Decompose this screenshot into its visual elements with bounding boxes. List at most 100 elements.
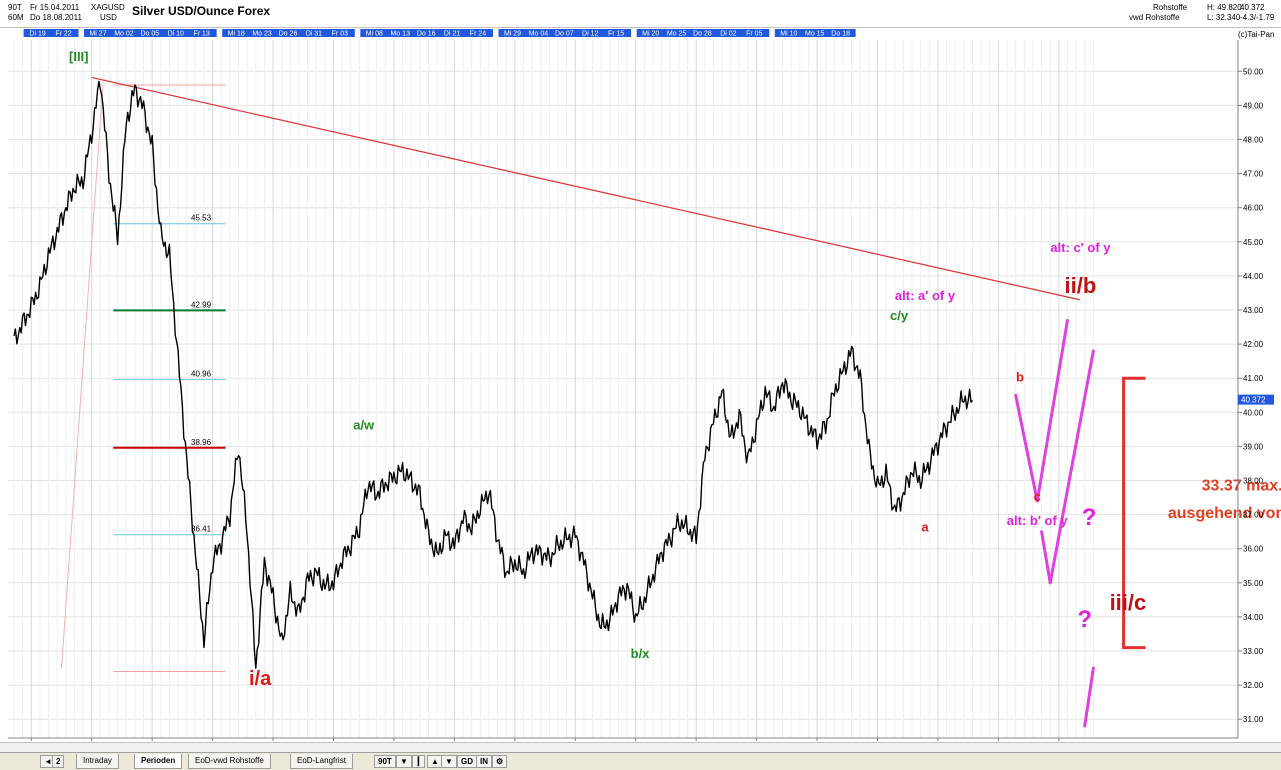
day-label-text: Do 05 xyxy=(140,31,159,38)
day-label: Do 28 xyxy=(688,29,718,38)
settings-icon[interactable]: ⚙ xyxy=(492,755,508,768)
day-label-bg xyxy=(84,29,114,37)
wave-label: a xyxy=(921,520,929,535)
day-label: Di 31 xyxy=(299,29,329,38)
chart-background xyxy=(0,28,1281,742)
scale-down-icon[interactable]: ▼ xyxy=(441,755,457,768)
y-tick-label: 47.00 xyxy=(1243,170,1264,179)
day-label: Do 05 xyxy=(135,29,165,38)
day-label: Do 18 xyxy=(826,29,856,38)
day-label-bg xyxy=(826,29,856,37)
page-indicator[interactable]: 2 xyxy=(52,755,65,768)
y-tick-label: 43.00 xyxy=(1243,306,1264,315)
fib-level-label: 42.99 xyxy=(191,300,212,309)
day-label-bg xyxy=(800,29,830,37)
fib-anchor-line xyxy=(60,84,104,669)
day-label: Fr 03 xyxy=(325,29,355,38)
high-value: H: 49.820 xyxy=(1207,3,1242,12)
day-label-text: Di 19 xyxy=(29,31,45,38)
day-label-text: Di 12 xyxy=(582,31,598,38)
day-label-bg xyxy=(740,29,770,37)
day-label-text: Fr 13 xyxy=(193,31,209,38)
projection-line xyxy=(1048,349,1095,585)
day-label: Fr 22 xyxy=(49,29,79,38)
day-label-text: Mo 23 xyxy=(252,31,272,38)
day-label-text: Mi 10 xyxy=(780,31,797,38)
day-label-bg xyxy=(161,29,191,37)
day-label-text: Fr 24 xyxy=(470,31,486,38)
day-label: Mo 13 xyxy=(386,29,416,38)
wave-label: 33.37 max. c xyxy=(1202,478,1281,495)
wave-label: alt: c' of y xyxy=(1050,240,1111,255)
y-tick-label: 37.00 xyxy=(1243,511,1264,520)
day-label: Mi 18 xyxy=(222,29,252,38)
y-tick-label: 36.00 xyxy=(1243,545,1264,554)
y-tick-label: 32.00 xyxy=(1243,681,1264,690)
date-1: Fr 15.04.2011 xyxy=(30,3,80,12)
date-2: Do 18.08.2011 xyxy=(30,13,82,22)
fib-level-label: 40.96 xyxy=(191,370,212,379)
wave-label: alt: b' of y xyxy=(1007,513,1069,528)
day-label-bg xyxy=(187,29,217,37)
tab-eod-langfrist[interactable]: EoD-Langfrist xyxy=(290,754,353,769)
wave-label: iii/c xyxy=(1110,590,1147,615)
day-label: Fr 05 xyxy=(740,29,770,38)
projection-line xyxy=(1083,666,1095,728)
day-label-bg xyxy=(576,29,606,37)
day-label-bg xyxy=(248,29,278,37)
wave-label: c xyxy=(1034,489,1041,504)
resistance-trendline xyxy=(91,76,1080,301)
day-label-text: Mi 08 xyxy=(366,31,383,38)
day-label: Fr 15 xyxy=(602,29,632,38)
day-label-bg xyxy=(23,29,53,37)
day-label-bg xyxy=(325,29,355,37)
price-line xyxy=(13,80,974,669)
day-label: Di 02 xyxy=(714,29,744,38)
tab-perioden[interactable]: Perioden xyxy=(134,754,183,769)
day-label-text: Mo 13 xyxy=(391,31,411,38)
day-label-text: Do 26 xyxy=(279,31,298,38)
day-label-text: Mo 04 xyxy=(529,31,549,38)
day-label-text: Do 16 xyxy=(417,31,436,38)
fib-level-label: 38.96 xyxy=(191,438,212,447)
day-label: Do 26 xyxy=(274,29,304,38)
day-label-text: Mi 29 xyxy=(504,31,521,38)
wave-label: b/x xyxy=(631,646,651,661)
in-button[interactable]: IN xyxy=(476,755,492,768)
day-label-text: Di 10 xyxy=(168,31,184,38)
data-source: vwd Rohstoffe xyxy=(1129,13,1180,22)
wave-label: a/w xyxy=(353,417,375,432)
day-label-text: Mi 20 xyxy=(642,31,659,38)
period-select[interactable]: 90T xyxy=(374,755,396,768)
day-label-bg xyxy=(412,29,442,37)
tab-intraday[interactable]: Intraday xyxy=(76,754,119,769)
day-label-bg xyxy=(49,29,79,37)
horizontal-scrollbar[interactable] xyxy=(0,742,1281,752)
day-label-bg xyxy=(688,29,718,37)
day-label-text: Do 28 xyxy=(693,31,712,38)
day-label-text: Fr 05 xyxy=(746,31,762,38)
day-label: Mi 20 xyxy=(636,29,666,38)
low-value: L: 32.340 xyxy=(1207,13,1241,22)
dropdown-arrow-icon[interactable]: ▼ xyxy=(396,755,412,768)
projection-line xyxy=(1014,393,1039,503)
wave-label: c/y xyxy=(890,308,909,323)
day-label-bg xyxy=(274,29,304,37)
day-label-bg xyxy=(636,29,666,37)
day-label-bg xyxy=(602,29,632,37)
gd-button[interactable]: GD xyxy=(457,755,477,768)
y-tick-label: 44.00 xyxy=(1243,272,1264,281)
day-label-text: Mo 15 xyxy=(805,31,825,38)
wave-annotations: [III] i/a a/w b/x c/y alt: a' of y alt: c' of … xyxy=(69,49,1281,690)
nav-back-icon[interactable]: ◄ xyxy=(40,755,56,768)
price-chart[interactable]: Di 19 Fr 22 Mi 27 Mo 02 Do 05 Di 10 Fr 13 Mi 18… xyxy=(0,0,1281,742)
day-label-bg xyxy=(662,29,692,37)
y-tick-label: 40.00 xyxy=(1243,408,1264,417)
tab-eod-vwd[interactable]: EoD-vwd Rohstoffe xyxy=(188,754,271,769)
day-label-bg xyxy=(714,29,744,37)
day-label-text: Fr 22 xyxy=(55,31,71,38)
wave-label: ausgehend von 41.00 xyxy=(1168,505,1281,522)
day-label-bg xyxy=(498,29,528,37)
day-label-bg xyxy=(299,29,329,37)
chart-type-icon[interactable]: ┃ xyxy=(412,755,425,768)
